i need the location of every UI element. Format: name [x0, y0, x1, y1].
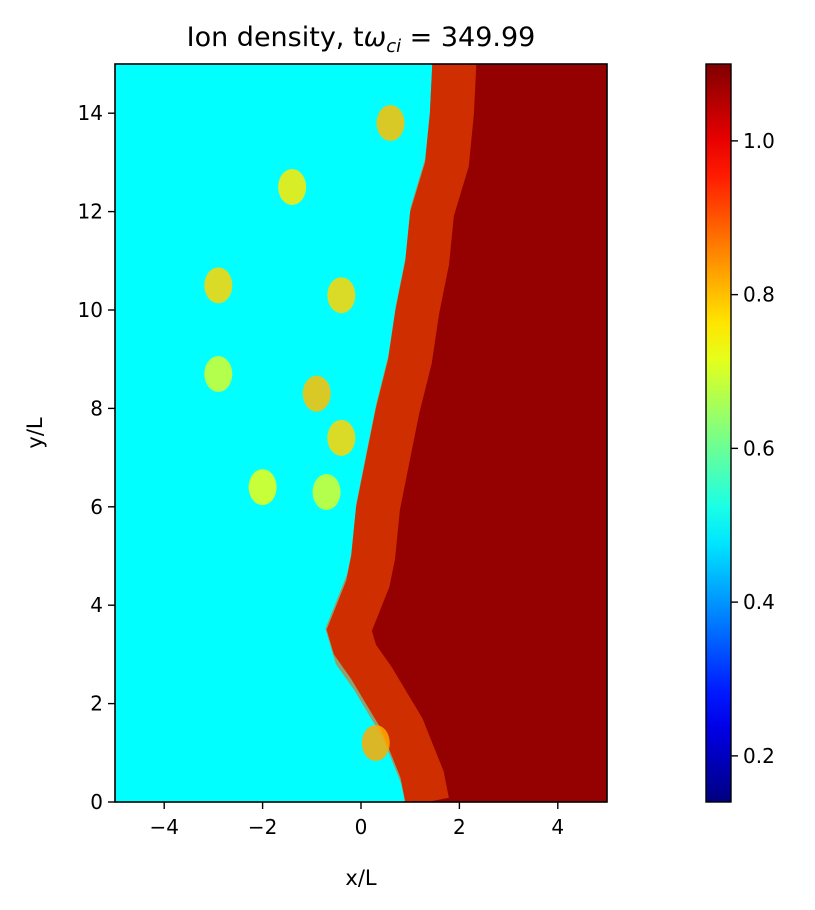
- y-tick-label: 2: [90, 692, 103, 716]
- colorbar-ticks: 0.2 0.4 0.6 0.8 1.0: [731, 129, 775, 768]
- density-blob: [248, 469, 277, 506]
- density-blob: [204, 355, 233, 392]
- colorbar-tick-label: 0.6: [743, 436, 775, 460]
- y-tick-label: 14: [78, 101, 103, 125]
- y-tick-label: 10: [78, 298, 103, 322]
- density-blob: [278, 169, 307, 205]
- x-tick-label: 0: [355, 815, 368, 839]
- colorbar-frame: [705, 63, 732, 803]
- colorbar-tick-label: 0.4: [743, 590, 775, 614]
- y-tick-label: 8: [90, 396, 103, 420]
- heatmap-structures: [204, 105, 405, 761]
- y-tick-label: 6: [90, 495, 103, 519]
- y-tick-label: 12: [78, 200, 103, 224]
- density-blob: [327, 419, 356, 456]
- y-axis-ticks: 0 2 4 6 8 10 12 14: [78, 101, 115, 814]
- x-axis-ticks: −4 −2 0 2 4: [149, 802, 564, 839]
- colorbar-tick-label: 0.2: [743, 744, 775, 768]
- density-blob: [327, 277, 356, 314]
- density-blob: [204, 267, 233, 304]
- heatmap-dense-region: [326, 64, 607, 802]
- chart-title: Ion density, tωci = 349.99: [187, 22, 536, 57]
- x-tick-label: −4: [149, 815, 178, 839]
- colorbar: [706, 64, 731, 802]
- colorbar-tick-label: 1.0: [743, 129, 775, 153]
- density-blob: [302, 375, 331, 412]
- colorbar-tick-label: 0.8: [743, 283, 775, 307]
- heatmap-area: [115, 64, 607, 802]
- x-axis-label: x/L: [345, 866, 377, 890]
- x-tick-label: 4: [551, 815, 564, 839]
- density-blob: [376, 105, 405, 142]
- density-blob: [361, 724, 390, 761]
- x-tick-label: −2: [248, 815, 277, 839]
- y-tick-label: 4: [90, 593, 103, 617]
- heatmap-interface-band: [325, 64, 477, 802]
- density-blob: [312, 474, 341, 511]
- x-tick-label: 2: [453, 815, 466, 839]
- y-axis-label: y/L: [23, 417, 47, 449]
- y-tick-label: 0: [90, 790, 103, 814]
